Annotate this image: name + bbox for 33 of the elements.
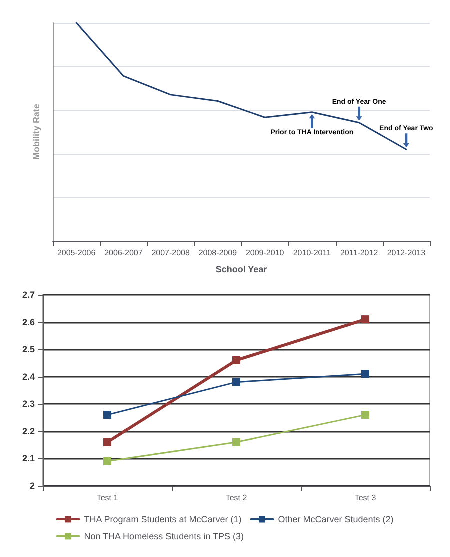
- x-tick-label: 2008-2009: [198, 248, 238, 258]
- y-axis-title: Mobility Rate: [32, 104, 42, 160]
- x-tick-label: Test 1: [96, 494, 119, 502]
- x-axis-title: School Year: [216, 264, 268, 274]
- x-tick-label: 2007-2008: [152, 248, 190, 258]
- y-tick-label: 2.6: [22, 317, 35, 328]
- x-tick-label: 2010-2011: [293, 248, 332, 258]
- point: [104, 411, 112, 420]
- y-tick-label: 2.4: [22, 372, 35, 382]
- x-tick-label: 2009-2010: [246, 248, 285, 258]
- y-tick-label: 2.1: [22, 454, 35, 464]
- y-tick-label: 2.3: [22, 399, 35, 410]
- x-tick-label: 2011-2012: [340, 248, 379, 258]
- point: [232, 438, 240, 446]
- x-tick-label: Test 2: [226, 494, 248, 502]
- legend-label: Non THA Homeless Students in TPS (3): [84, 532, 244, 542]
- y-tick-label: 2.2: [22, 426, 35, 436]
- y-tick-label: 2.5: [22, 344, 35, 355]
- point: [232, 356, 240, 364]
- x-tick-label: 2006-2007: [104, 248, 144, 258]
- point: [232, 378, 240, 386]
- point: [104, 457, 112, 466]
- x-tick-label: Test 3: [354, 494, 377, 502]
- point: [362, 370, 370, 378]
- y-tick-label: 2.7: [22, 290, 35, 300]
- point: [362, 411, 370, 420]
- y-tick-label: 2: [30, 481, 35, 491]
- x-tick-label: 2005-2006: [57, 248, 96, 258]
- point: [104, 438, 112, 446]
- point: [362, 316, 370, 324]
- x-tick-label: 2012-2013: [387, 248, 426, 258]
- legend-label: Other McCarver Students (2): [278, 514, 394, 524]
- legend-label: THA Program Students at McCarver (1): [84, 514, 242, 524]
